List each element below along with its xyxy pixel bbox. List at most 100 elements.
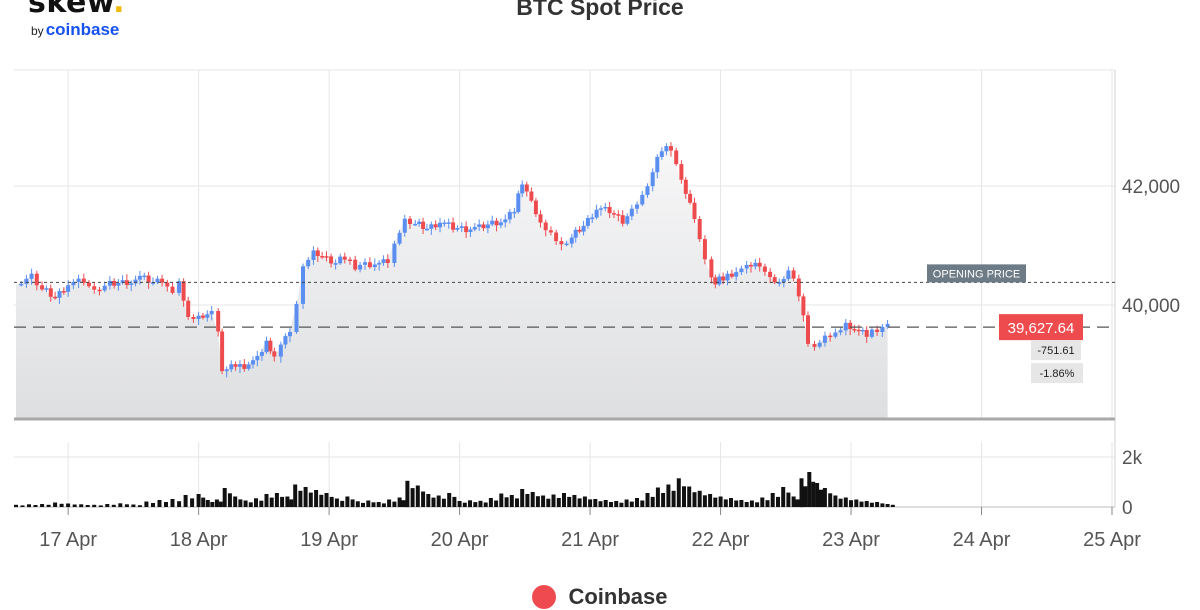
volume-bar-20 xyxy=(144,501,149,507)
candle-body-53 xyxy=(268,340,273,352)
volume-bar-43 xyxy=(269,497,274,507)
volume-bar-76 xyxy=(436,495,441,507)
volume-bar-75 xyxy=(431,497,436,507)
x-tick-label-4: 20 Apr xyxy=(431,529,489,551)
volume-tick-label-0: 0 xyxy=(1122,498,1133,519)
volume-bar-154 xyxy=(833,495,838,507)
volume-bar-13 xyxy=(98,505,103,507)
volume-bar-6 xyxy=(53,502,58,507)
volume-bar-33 xyxy=(218,501,223,507)
candle-body-120 xyxy=(581,225,586,232)
volume-bar-30 xyxy=(205,500,210,507)
volume-bar-84 xyxy=(478,500,483,508)
candle-body-64 xyxy=(324,256,329,258)
volume-bar-153 xyxy=(828,493,833,507)
candle-body-144 xyxy=(692,202,697,219)
candle-body-78 xyxy=(392,243,397,263)
volume-bar-124 xyxy=(687,486,692,507)
volume-bar-123 xyxy=(682,486,686,507)
volume-bar-122 xyxy=(676,478,681,508)
candle-body-126 xyxy=(607,207,612,214)
candle-body-72 xyxy=(363,262,367,265)
volume-bar-125 xyxy=(692,492,697,507)
volume-tick-label-2k: 2k xyxy=(1122,448,1143,469)
volume-bar-156 xyxy=(843,497,848,507)
volume-bar-146 xyxy=(799,478,804,508)
opening-price-label: OPENING PRICE xyxy=(933,268,1020,280)
volume-bar-111 xyxy=(619,502,624,507)
volume-bar-35 xyxy=(227,493,232,507)
volume-bar-88 xyxy=(499,493,504,507)
candle-body-174 xyxy=(838,330,843,333)
candle-body-6 xyxy=(48,288,53,297)
volume-bar-32 xyxy=(214,499,219,507)
candle-body-166 xyxy=(796,278,801,297)
candle-body-145 xyxy=(697,219,702,240)
candle-body-73 xyxy=(367,262,372,268)
candle-body-52 xyxy=(264,340,269,353)
volume-bar-143 xyxy=(786,492,791,507)
volume-bar-139 xyxy=(765,500,770,507)
candle-body-91 xyxy=(451,222,456,230)
volume-bar-138 xyxy=(760,497,765,507)
candle-body-63 xyxy=(320,256,325,258)
volume-bar-103 xyxy=(577,498,582,507)
candle-body-94 xyxy=(464,226,469,233)
candle-body-17 xyxy=(102,285,107,291)
volume-bar-78 xyxy=(447,493,452,507)
volume-bar-100 xyxy=(562,493,566,507)
candle-body-89 xyxy=(442,222,447,225)
volume-bar-91 xyxy=(515,498,519,507)
volume-bar-102 xyxy=(572,495,577,507)
volume-bar-63 xyxy=(371,502,376,507)
skew-coinbase-logo: skew. by coinbase xyxy=(28,0,125,40)
volume-bar-95 xyxy=(535,496,540,507)
x-tick-label-7: 23 Apr xyxy=(822,529,880,551)
volume-bar-4 xyxy=(40,504,45,507)
candle-body-184 xyxy=(885,323,890,327)
candle-body-111 xyxy=(538,214,543,223)
candle-body-93 xyxy=(459,226,464,228)
candle-body-130 xyxy=(625,216,630,224)
candle-body-179 xyxy=(860,330,865,332)
candle-body-74 xyxy=(372,264,377,268)
volume-bar-159 xyxy=(859,501,864,507)
volume-bar-24 xyxy=(170,499,175,507)
candle-body-58 xyxy=(294,303,299,332)
volume-bar-135 xyxy=(744,502,749,507)
volume-bar-151 xyxy=(819,489,823,507)
candle-body-92 xyxy=(455,228,460,230)
volume-bar-130 xyxy=(718,496,723,507)
candle-body-159 xyxy=(762,266,767,272)
opening-price-label-bg xyxy=(927,264,1026,283)
candle-body-11 xyxy=(71,281,76,286)
volume-bar-80 xyxy=(457,501,462,507)
legend[interactable]: Coinbase xyxy=(0,584,1200,610)
candle-body-16 xyxy=(97,289,102,292)
candle-body-2 xyxy=(29,273,34,279)
candle-body-169 xyxy=(812,343,817,347)
volume-bar-45 xyxy=(280,496,285,507)
volume-bar-145 xyxy=(795,499,800,507)
volume-bar-137 xyxy=(755,502,760,507)
candle-body-122 xyxy=(590,217,595,220)
candle-body-65 xyxy=(329,256,334,264)
volume-bar-50 xyxy=(303,487,308,507)
candle-body-8 xyxy=(57,291,62,298)
volume-bar-18 xyxy=(131,504,136,507)
volume-bar-62 xyxy=(366,500,371,507)
volume-bar-117 xyxy=(650,496,655,507)
candle-body-40 xyxy=(209,311,214,315)
candle-body-107 xyxy=(520,184,525,194)
candle-body-25 xyxy=(137,275,142,280)
candle-body-136 xyxy=(655,156,660,173)
volume-bar-8 xyxy=(66,503,71,507)
x-tick-label-8: 24 Apr xyxy=(953,529,1011,551)
candle-body-109 xyxy=(529,191,534,201)
candle-body-100 xyxy=(490,220,495,225)
candle-body-137 xyxy=(659,151,664,157)
volume-bar-107 xyxy=(598,501,603,507)
volume-bar-133 xyxy=(734,500,739,507)
candle-body-85 xyxy=(425,228,429,231)
volume-bar-115 xyxy=(640,500,645,507)
